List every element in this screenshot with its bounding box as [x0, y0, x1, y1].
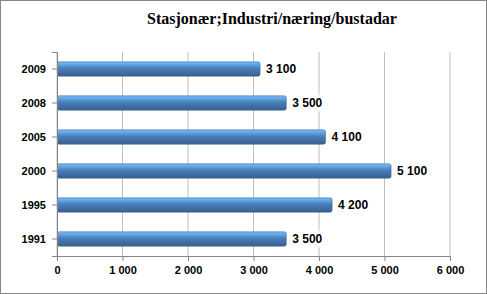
y-tick-mark — [52, 239, 57, 240]
y-tick-mark — [52, 205, 57, 206]
data-label: 3 100 — [266, 62, 296, 76]
bar — [57, 96, 286, 110]
y-tick: 2005 — [22, 131, 57, 143]
x-tick-mark — [254, 256, 255, 261]
x-axis: 0 1 000 2 000 3 000 4 000 5 000 6 000 — [54, 256, 464, 276]
data-labels: 3 500 4 200 5 100 4 100 3 500 3 100 — [264, 61, 429, 247]
bar — [57, 164, 391, 178]
y-tick-label: 1995 — [22, 199, 46, 211]
chart-frame — [1, 1, 487, 294]
grid-line — [122, 52, 123, 256]
x-tick: 4 000 — [306, 256, 334, 276]
x-tick: 6 000 — [437, 256, 465, 276]
x-tick-label: 0 — [54, 264, 60, 276]
x-tick: 1 000 — [109, 256, 137, 276]
x-tick: 2 000 — [175, 256, 203, 276]
y-tick-label: 2005 — [22, 131, 46, 143]
x-tick-label: 6 000 — [437, 264, 465, 276]
x-tick-mark — [123, 256, 124, 261]
bar — [57, 198, 332, 212]
y-tick-mark — [52, 137, 57, 138]
bar — [57, 62, 260, 76]
y-tick-mark — [52, 103, 57, 104]
y-tick: 2008 — [22, 97, 57, 109]
y-tick: 2009 — [22, 63, 57, 75]
data-label-bg — [290, 231, 324, 247]
x-tick-mark — [385, 256, 386, 261]
data-label-bg — [290, 95, 324, 111]
y-axis-line — [52, 53, 58, 257]
x-tick-label: 5 000 — [371, 264, 399, 276]
grid — [57, 52, 450, 256]
bar — [57, 232, 286, 246]
x-tick-label: 2 000 — [175, 264, 203, 276]
data-label: 4 200 — [338, 198, 368, 212]
data-label: 3 500 — [292, 232, 322, 246]
y-axis: 1991 1995 2000 2005 2008 2009 — [22, 53, 58, 257]
x-tick-label: 4 000 — [306, 264, 334, 276]
data-label: 3 500 — [292, 96, 322, 110]
bar — [57, 130, 326, 144]
grid-line — [188, 52, 189, 256]
y-tick-label: 2000 — [22, 165, 46, 177]
data-label: 5 100 — [397, 164, 427, 178]
y-tick-label: 2009 — [22, 63, 46, 75]
y-tick: 1991 — [22, 233, 57, 245]
grid-line — [384, 52, 385, 256]
x-tick: 3 000 — [240, 256, 268, 276]
grid-line — [253, 52, 254, 256]
y-tick-label: 2008 — [22, 97, 46, 109]
grid-line — [450, 52, 451, 256]
x-tick-label: 3 000 — [240, 264, 268, 276]
x-tick: 5 000 — [371, 256, 399, 276]
bars — [57, 62, 391, 246]
y-tick-mark — [52, 171, 57, 172]
x-tick-mark — [319, 256, 320, 261]
x-tick-mark — [450, 256, 451, 261]
chart: 0 1 000 2 000 3 000 4 000 5 000 6 000 1991 1995 2… — [0, 0, 487, 294]
data-label-bg — [264, 61, 298, 77]
data-label-bg — [336, 197, 370, 213]
data-label-bg — [330, 129, 364, 145]
title: Stasjonær;Industri/næring/bustadar — [147, 10, 397, 28]
x-tick: 0 — [54, 256, 60, 276]
data-label: 4 100 — [332, 130, 362, 144]
x-tick-mark — [188, 256, 189, 261]
y-tick: 1995 — [22, 199, 57, 211]
x-axis-line — [58, 257, 451, 262]
x-tick-label: 1 000 — [109, 264, 137, 276]
data-label-bg — [395, 163, 429, 179]
y-tick-label: 1991 — [22, 233, 46, 245]
y-tick-mark — [52, 69, 57, 70]
y-tick: 2000 — [22, 165, 57, 177]
grid-line — [319, 52, 320, 256]
